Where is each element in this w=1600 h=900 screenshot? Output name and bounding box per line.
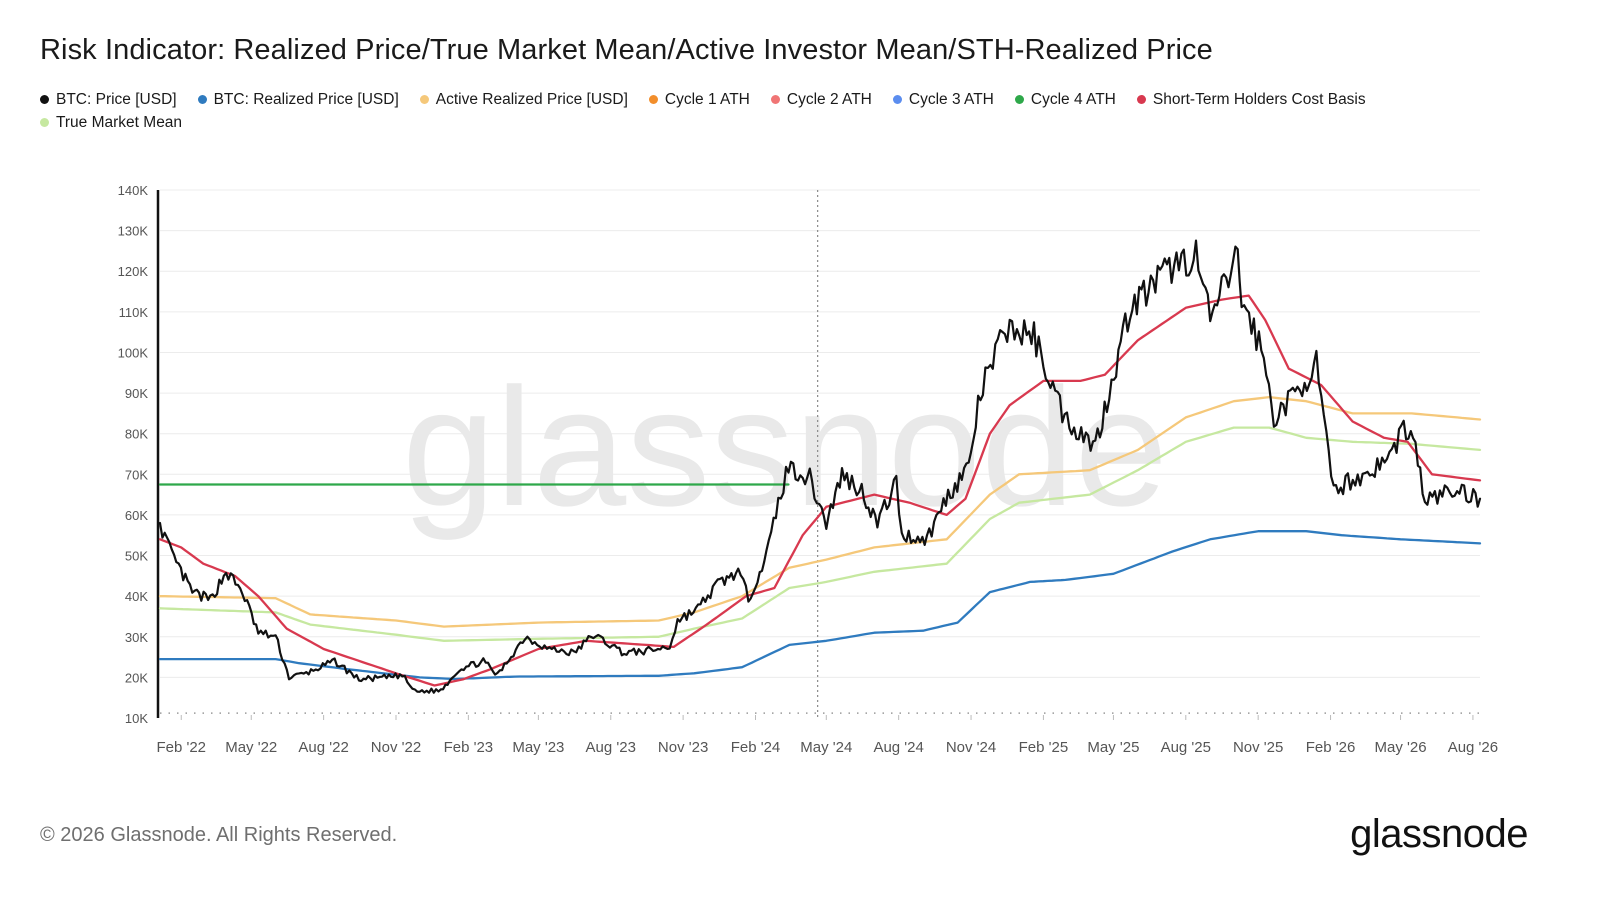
legend-label: Cycle 4 ATH [1030,90,1116,108]
legend-marker [770,95,780,104]
legend-marker [1136,95,1146,104]
legend-item[interactable]: BTC: Price [USD] [40,91,177,108]
legend-item[interactable]: True Market Mean [40,114,182,131]
x-tick-label: Feb '24 [731,739,781,756]
series-line-active-realized-price-usd [158,395,1482,628]
y-tick-label: 50K [125,549,148,564]
legend-label: Cycle 1 ATH [664,90,750,108]
legend-item[interactable]: Cycle 2 ATH [770,90,872,108]
legend-label: BTC: Realized Price [USD] [213,90,399,108]
legend-item[interactable]: Short-Term Holders Cost Basis [1136,90,1366,108]
x-tick-label: May '23 [512,739,564,756]
y-tick-label: 80K [125,427,148,442]
x-tick-label: Aug '26 [1448,739,1498,756]
x-tick-label: Feb '25 [1019,739,1069,756]
copyright-notice: © 2026 Glassnode. All Rights Reserved. [40,824,398,846]
series-line-true-market-mean [158,426,1482,642]
legend-item[interactable]: Cycle 3 ATH [892,90,994,108]
x-tick-label: May '25 [1087,739,1139,756]
x-tick-label: Nov '22 [371,739,421,756]
legend-marker [40,95,49,104]
x-tick-label: Aug '24 [873,739,923,756]
y-tick-label: 120K [118,264,149,279]
x-tick-label: Aug '23 [586,739,636,756]
y-tick-label: 90K [125,386,148,401]
series-line-btc-price-usd [158,239,1482,694]
x-tick-label: Feb '26 [1306,739,1356,756]
y-tick-label: 110K [119,305,149,320]
legend-item[interactable]: Cycle 1 ATH [648,90,750,108]
x-tick-label: Aug '25 [1161,739,1211,756]
legend-marker [648,95,658,104]
y-tick-label: 60K [125,508,148,523]
legend-item[interactable]: BTC: Realized Price [USD] [197,90,399,108]
y-tick-label: 20K [125,670,148,685]
legend-marker [419,95,429,104]
x-tick-label: Feb '23 [444,739,494,756]
legend-label: True Market Mean [56,113,183,131]
y-tick-label: 10K [125,711,148,726]
y-tick-label: 70K [125,467,148,482]
y-tick-label: 130K [118,224,149,239]
legend-label: Cycle 2 ATH [786,90,872,108]
x-tick-label: May '26 [1375,739,1427,756]
legend-marker [197,95,207,104]
x-tick-label: May '24 [800,739,852,756]
series-line-btc-realized-price-usd [158,530,1482,681]
chart-title: Risk Indicator: Realized Price/True Mark… [40,34,1213,66]
legend-label: Active Realized Price [USD] [435,90,628,108]
glassnode-logo: glassnode [1350,812,1528,856]
x-tick-label: May '22 [225,739,277,756]
chart-legend: BTC: Price [USD] BTC: Realized Price [USD… [40,91,1520,131]
legend-label: Short-Term Holders Cost Basis [1152,90,1366,108]
x-tick-label: Nov '25 [1233,739,1283,756]
series-line-short-term-holders-cost-basis [158,294,1482,687]
x-tick-label: Aug '22 [298,739,348,756]
x-tick-label: Feb '22 [156,739,206,756]
legend-item[interactable]: Cycle 4 ATH [1014,90,1116,108]
x-tick-label: Nov '24 [946,739,996,756]
y-tick-label: 30K [125,630,148,645]
x-tick-label: Nov '23 [658,739,708,756]
y-tick-label: 40K [125,589,148,604]
legend-item[interactable]: Active Realized Price [USD] [419,90,628,108]
legend-label: BTC: Price [USD] [56,90,177,108]
legend-marker [1014,95,1024,104]
y-tick-label: 100K [118,345,149,360]
y-tick-label: 140K [118,183,149,198]
legend-marker [40,118,49,127]
legend-label: Cycle 3 ATH [908,90,994,108]
legend-marker [892,95,902,104]
